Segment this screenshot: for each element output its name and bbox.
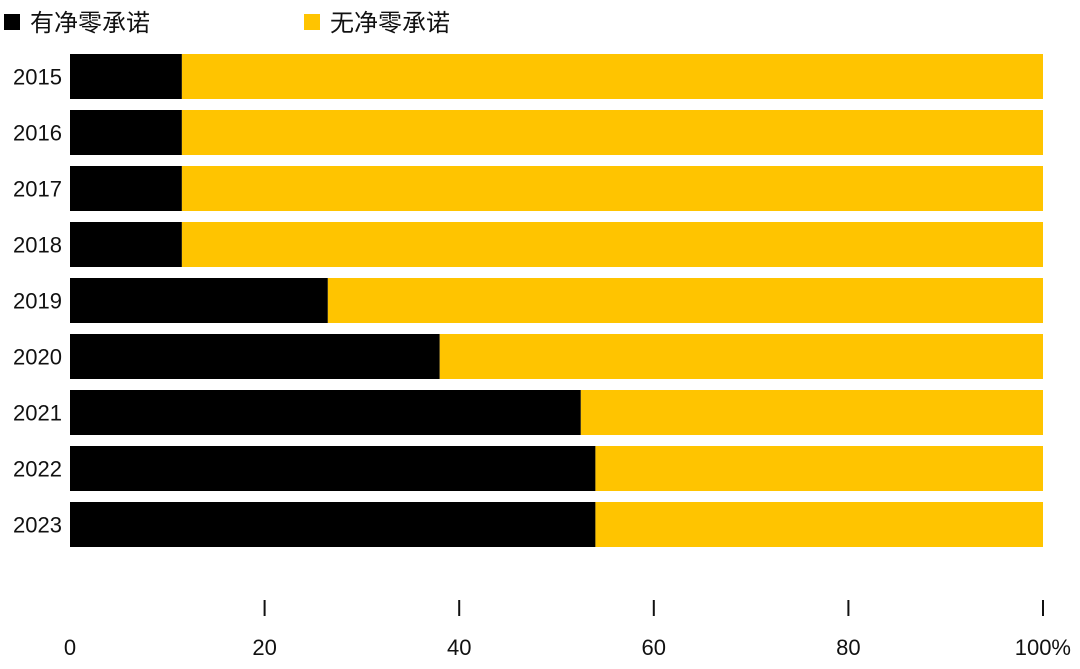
- bar-2021-with-commitment: [70, 390, 581, 435]
- bar-2017-with-commitment: [70, 166, 182, 211]
- bar-2022-with-commitment: [70, 446, 596, 491]
- x-tick-label-0: 0: [64, 635, 76, 660]
- bar-2023-with-commitment: [70, 502, 596, 547]
- category-label-2015: 2015: [13, 65, 62, 90]
- x-tick-label-20: 20: [252, 635, 276, 660]
- bar-2017-without-commitment: [181, 166, 1043, 211]
- bar-2018-without-commitment: [181, 222, 1043, 267]
- x-tick-label-100: 100%: [1015, 635, 1071, 660]
- legend-item-with-commitment: 有净零承诺: [4, 9, 150, 37]
- legend: 有净零承诺 无净零承诺: [4, 9, 450, 37]
- bar-2015-without-commitment: [181, 54, 1043, 99]
- category-axis: 2015 2016 2017 2018 2019 2020 2021 2022 2023: [13, 65, 62, 538]
- category-label-2023: 2023: [13, 513, 62, 538]
- legend-label-with-commitment: 有净零承诺: [30, 9, 150, 37]
- bar-2016-without-commitment: [181, 110, 1043, 155]
- bar-2020-with-commitment: [70, 334, 440, 379]
- category-label-2021: 2021: [13, 401, 62, 426]
- legend-item-without-commitment: 无净零承诺: [304, 9, 450, 37]
- bar-2023-without-commitment: [595, 502, 1043, 547]
- legend-swatch-with-commitment: [4, 14, 20, 30]
- bar-2022-without-commitment: [595, 446, 1043, 491]
- category-label-2019: 2019: [13, 289, 62, 314]
- bar-2015-with-commitment: [70, 54, 182, 99]
- value-axis: 0 20 40 60 80 100%: [64, 600, 1071, 660]
- bars: [70, 54, 1044, 547]
- bar-2018-with-commitment: [70, 222, 182, 267]
- category-label-2020: 2020: [13, 345, 62, 370]
- bar-2021-without-commitment: [580, 390, 1043, 435]
- x-tick-label-80: 80: [836, 635, 860, 660]
- x-tick-label-40: 40: [447, 635, 471, 660]
- category-label-2017: 2017: [13, 177, 62, 202]
- bar-2020-without-commitment: [439, 334, 1043, 379]
- legend-label-without-commitment: 无净零承诺: [330, 9, 450, 37]
- bar-2016-with-commitment: [70, 110, 182, 155]
- category-label-2022: 2022: [13, 457, 62, 482]
- category-label-2016: 2016: [13, 121, 62, 146]
- x-tick-label-60: 60: [642, 635, 666, 660]
- legend-swatch-without-commitment: [304, 14, 320, 30]
- bar-2019-with-commitment: [70, 278, 328, 323]
- bar-2019-without-commitment: [327, 278, 1044, 323]
- category-label-2018: 2018: [13, 233, 62, 258]
